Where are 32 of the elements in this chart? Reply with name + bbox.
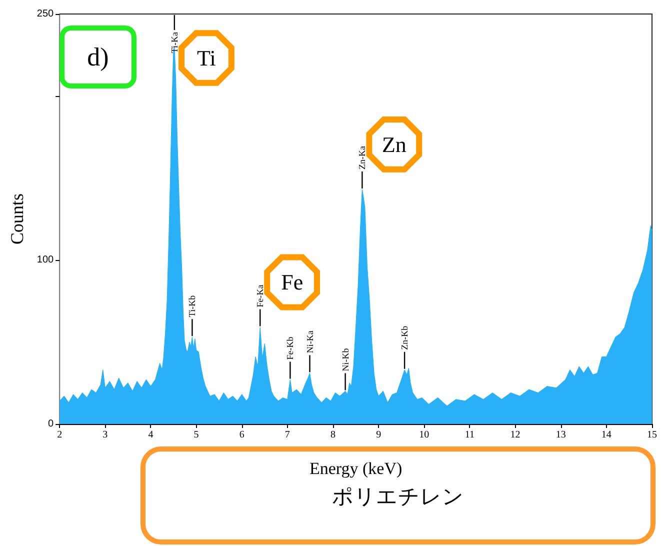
y-tick-label: 250 — [36, 8, 54, 20]
x-tick-label: 8 — [330, 430, 336, 440]
x-tick-label: 12 — [510, 430, 520, 440]
x-tick-label: 14 — [601, 430, 612, 440]
x-tick-label: 3 — [102, 430, 108, 440]
x-tick-label: 5 — [194, 430, 199, 440]
annotation: Zn-Ka — [357, 146, 368, 170]
x-tick-label: 4 — [148, 430, 154, 440]
x-tick-label: 13 — [556, 430, 566, 440]
y-axis-title: Counts — [7, 193, 27, 245]
x-tick-label: 15 — [647, 430, 657, 440]
annotation: Ni-Kb — [340, 348, 350, 372]
y-tick-label: 0 — [48, 418, 54, 430]
x-tick-label: 7 — [284, 430, 290, 440]
annotation: Fe-Ka — [255, 284, 266, 308]
x-tick-label: 10 — [419, 430, 430, 440]
annotation: Ti-Kb — [187, 294, 198, 318]
x-tick-label: 11 — [464, 430, 475, 440]
annotation: d) — [87, 42, 109, 72]
y-tick-label: 100 — [36, 254, 54, 266]
annotation: Ti — [197, 46, 216, 70]
x-axis-title: Energy (keV) — [309, 459, 402, 478]
x-tick-label: 9 — [376, 430, 382, 440]
annotation: Ti-Ka — [169, 32, 180, 54]
x-tick-label: 2 — [57, 430, 62, 440]
annotation: Zn-Kb — [400, 325, 410, 350]
annotation: Fe — [281, 270, 304, 295]
annotation: Ni-Ka — [304, 330, 315, 354]
text: ポリエチレン — [332, 486, 464, 508]
x-tick-label: 6 — [239, 430, 244, 440]
annotation: Fe-Kb — [285, 336, 296, 360]
annotation: Zn — [382, 132, 406, 157]
